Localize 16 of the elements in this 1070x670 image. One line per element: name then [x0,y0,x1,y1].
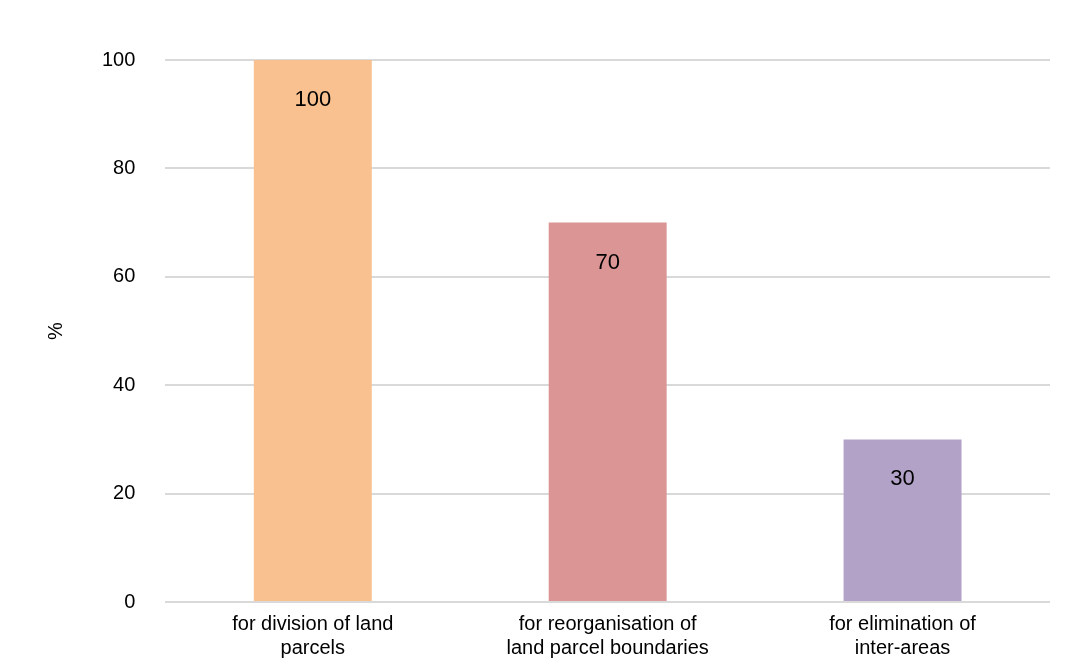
data-label: 30 [890,465,915,491]
data-label: 100 [294,86,332,112]
bar [253,60,372,601]
x-tick-label: for division of land parcels [232,611,394,658]
x-tick-label: for reorganisation of land parcel boundaries [506,611,709,658]
bar [843,439,962,601]
y-tick-label: 100 [101,47,136,70]
x-tick-label: for elimination of inter-areas [829,611,977,658]
y-tick-label: 80 [113,155,136,178]
bar [548,222,667,601]
y-tick-label: 20 [113,481,136,504]
y-axis-title: % [43,321,66,340]
y-tick-label: 0 [124,589,136,612]
y-tick-label: 60 [113,264,136,287]
data-label: 70 [595,248,620,274]
y-tick-label: 40 [113,372,136,395]
